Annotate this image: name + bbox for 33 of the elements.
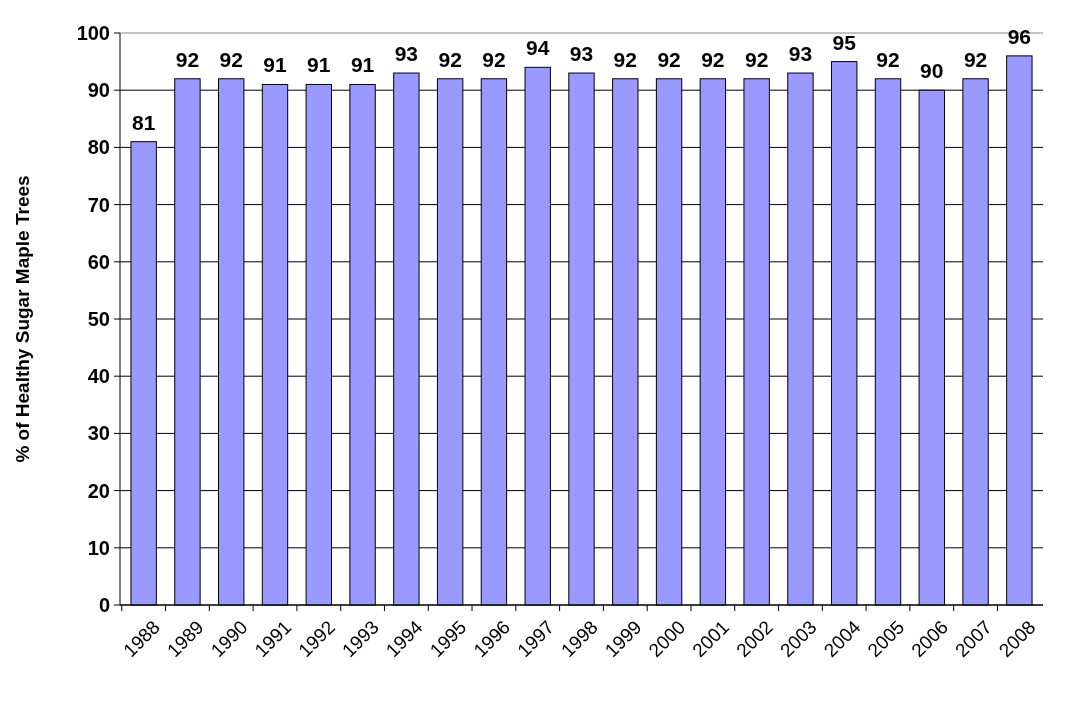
data-label: 91 [263,53,287,77]
y-tick-label: 40 [87,365,110,388]
y-tick-label: 10 [87,536,110,559]
data-label: 92 [876,47,900,71]
data-label: 81 [131,110,156,134]
data-label: 93 [394,42,419,66]
data-label: 92 [963,47,988,71]
data-label: 91 [307,53,331,77]
data-label: 94 [526,36,550,60]
y-tick-label: 80 [87,136,110,159]
data-label: 92 [744,47,769,71]
data-label: 92 [613,47,637,71]
data-label: 92 [438,47,462,71]
y-tick-label: 50 [87,308,110,330]
data-label: 92 [219,47,243,71]
data-label: 91 [350,53,375,77]
y-tick-label: 70 [87,193,110,216]
data-label: 96 [1007,24,1032,48]
data-label: 93 [569,42,594,66]
y-tick-label: 30 [87,422,110,445]
data-label: 90 [920,59,944,83]
y-axis-title: % of Healthy Sugar Maple Trees [11,175,33,463]
data-label: 93 [788,42,813,66]
data-label: 92 [657,47,681,71]
data-label: 92 [175,47,200,71]
y-tick-label: 0 [98,594,110,616]
data-label: 92 [482,47,506,71]
data-label: 95 [832,30,857,54]
y-tick-label: 100 [76,22,110,44]
y-tick-label: 20 [87,479,110,502]
data-label: 92 [701,47,725,71]
y-tick-label: 60 [87,250,110,273]
y-tick-label: 90 [87,79,110,102]
